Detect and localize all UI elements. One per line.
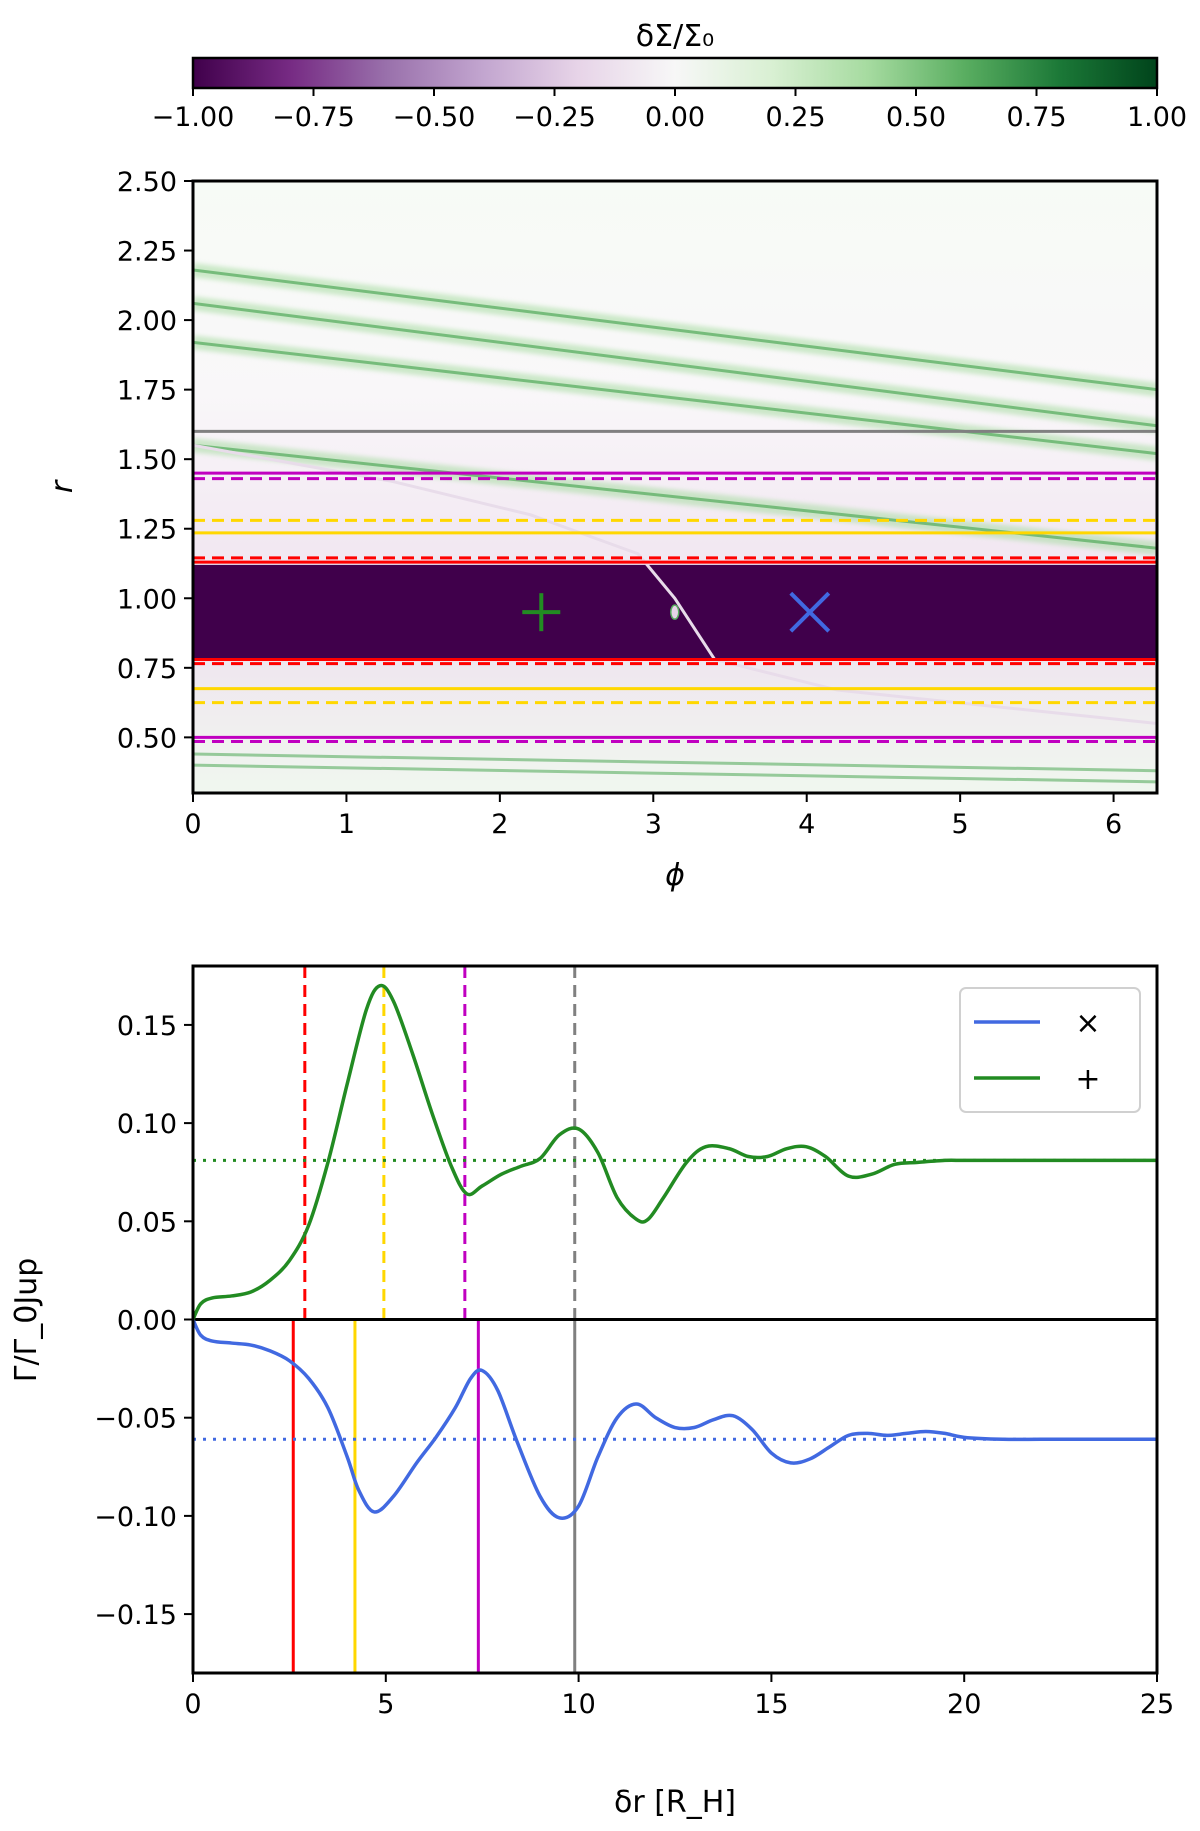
x-tick-label: 0	[184, 809, 201, 840]
outer-spiral-arm-core	[193, 443, 1157, 550]
y-tick-label: −0.15	[94, 1600, 177, 1631]
colorbar-tick-label: 0.00	[645, 102, 705, 133]
torque-ticks: 0 5 10 15 20 25 0.15 0.10 0.05 0.00 −0.05 −0.10 −0.1…	[94, 1011, 1174, 1720]
x-tick-label: 0	[184, 1689, 201, 1720]
colorbar-tick-label: 0.50	[886, 102, 946, 133]
legend-box	[959, 987, 1141, 1113]
x-tick-label: 2	[491, 809, 508, 840]
planet-wake	[193, 443, 1157, 725]
wake-line	[193, 443, 1157, 725]
y-tick-label: 1.75	[117, 376, 177, 407]
resonance-lines	[193, 429, 1157, 744]
y-tick-label: 1.25	[117, 515, 177, 546]
torque-ylabel: Γ/Γ_0Jup	[9, 1258, 44, 1383]
x-tick-label: 5	[952, 809, 969, 840]
outer-spiral-arm-core	[193, 268, 1157, 392]
y-tick-label: −0.05	[94, 1404, 177, 1435]
colorbar-label: δΣ/Σ₀	[636, 19, 714, 54]
spiral-arms	[193, 263, 1157, 784]
x-tick-label: 6	[1105, 809, 1122, 840]
plus-marker	[522, 593, 561, 632]
torque-series	[193, 983, 1157, 1520]
colorbar-tick-label: −0.50	[393, 102, 476, 133]
torque-xlabel: δr [R_H]	[614, 1785, 736, 1820]
outer-spiral-arm-core	[193, 301, 1157, 428]
x-tick-label: 1	[338, 809, 355, 840]
legend-label: +	[1075, 1062, 1100, 1097]
cross-marker	[789, 591, 831, 633]
y-tick-label: 2.00	[117, 306, 177, 337]
heatmap-frame	[191, 179, 1159, 795]
inner-spiral-arm	[193, 763, 1157, 784]
inner-spiral-arm	[193, 752, 1157, 773]
x-tick-label: 25	[1140, 1689, 1174, 1720]
y-tick-label: −0.10	[94, 1502, 177, 1533]
colorbar-ticks: −1.00 −0.75 −0.50 −0.25 0.00 0.25 0.50 0.75 1.00	[152, 88, 1187, 133]
x-tick-label: 20	[947, 1689, 981, 1720]
y-tick-label: 2.25	[117, 237, 177, 268]
x-tick-label: 5	[377, 1689, 394, 1720]
planet-marker	[670, 604, 680, 620]
colorbar-tick-label: 0.25	[765, 102, 825, 133]
legend: ×+	[959, 987, 1141, 1113]
colorbar-tick-label: −0.75	[272, 102, 355, 133]
series-cross-line	[193, 1318, 1157, 1520]
y-tick-label: 1.50	[117, 445, 177, 476]
heatmap-xlabel: ϕ	[665, 858, 685, 893]
x-tick-label: 4	[798, 809, 815, 840]
reference-hlines	[193, 1158, 1157, 1441]
y-tick-label: 0.15	[117, 1011, 177, 1042]
y-tick-label: 0.00	[117, 1306, 177, 1337]
y-tick-label: 2.50	[117, 167, 177, 198]
heatmap-ticks: 0 1 2 3 4 5 6 0.50 0.75 1.00 1.25 1.50 1.75 2.00 2.25 2…	[117, 167, 1122, 840]
outer-spiral-arm-core	[193, 340, 1157, 456]
legend-label: ×	[1075, 1006, 1100, 1041]
torque-panel: 0 5 10 15 20 25 0.15 0.10 0.05 0.00 −0.05 −0.10 −0.1…	[9, 964, 1174, 1820]
y-tick-label: 0.50	[117, 723, 177, 754]
y-tick-label: 1.00	[117, 584, 177, 615]
series-plus-line	[193, 983, 1157, 1321]
resonance-vlines	[291, 966, 577, 1673]
heatmap-ylabel: r	[45, 479, 80, 493]
markers	[522, 591, 831, 633]
y-tick-label: 0.10	[117, 1109, 177, 1140]
colorbar-tick-label: −1.00	[152, 102, 235, 133]
colorbar-tick-label: 0.75	[1006, 102, 1066, 133]
colorbar-gradient	[191, 56, 1159, 90]
y-tick-label: 0.05	[117, 1207, 177, 1238]
colorbar-tick-label: 1.00	[1127, 102, 1187, 133]
colorbar-tick-label: −0.25	[513, 102, 596, 133]
heatmap-panel: 0 1 2 3 4 5 6 0.50 0.75 1.00 1.25 1.50 1.75 2.00 2.25 2…	[45, 167, 1159, 893]
x-tick-label: 10	[561, 1689, 595, 1720]
y-tick-label: 0.75	[117, 654, 177, 685]
colorbar: δΣ/Σ₀ −1.00 −0.75 −0.50 −0.25 0.00 0.25 0.50 0.…	[152, 19, 1187, 133]
x-tick-label: 3	[645, 809, 662, 840]
x-tick-label: 15	[754, 1689, 788, 1720]
